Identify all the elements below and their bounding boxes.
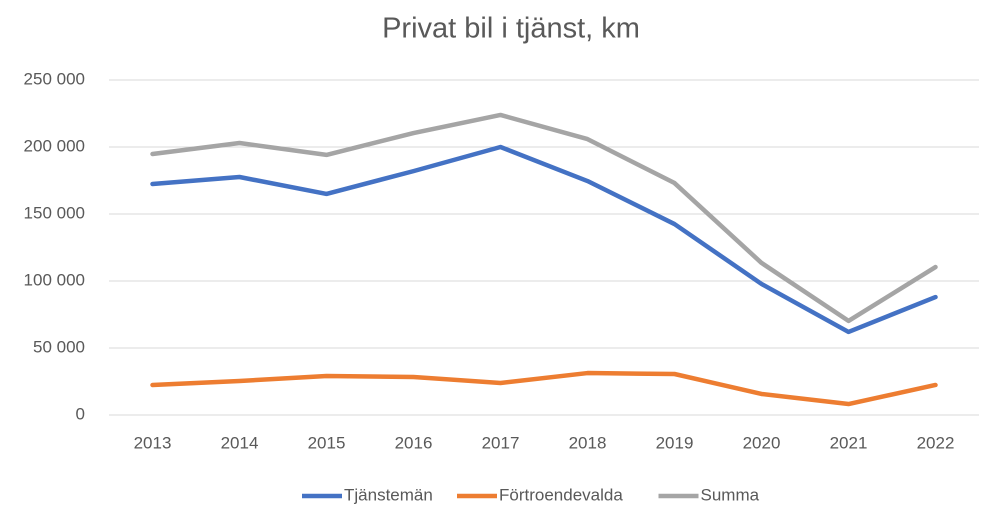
series-line [150, 112, 938, 324]
x-tick-label: 2016 [395, 433, 433, 452]
legend-label: Summa [701, 485, 760, 504]
y-tick-label: 100 000 [24, 270, 85, 289]
legend-label: Tjänstemän [344, 485, 433, 504]
y-tick-label: 50 000 [33, 337, 85, 356]
y-tick-label: 250 000 [24, 69, 85, 88]
x-tick-label: 2022 [917, 433, 955, 452]
y-tick-label: 150 000 [24, 203, 85, 222]
series-line [150, 370, 938, 407]
x-tick-label: 2020 [743, 433, 781, 452]
x-tick-label: 2019 [656, 433, 694, 452]
series-line [150, 144, 938, 335]
y-tick-label: 200 000 [24, 136, 85, 155]
x-tick-label: 2014 [221, 433, 259, 452]
chart-title: Privat bil i tjänst, km [382, 13, 640, 45]
x-tick-label: 2018 [569, 433, 607, 452]
x-tick-label: 2017 [482, 433, 520, 452]
y-tick-label: 0 [76, 404, 85, 423]
x-tick-label: 2013 [134, 433, 172, 452]
legend-label: Förtroendevalda [499, 485, 623, 504]
x-tick-label: 2015 [308, 433, 346, 452]
x-tick-label: 2021 [830, 433, 868, 452]
